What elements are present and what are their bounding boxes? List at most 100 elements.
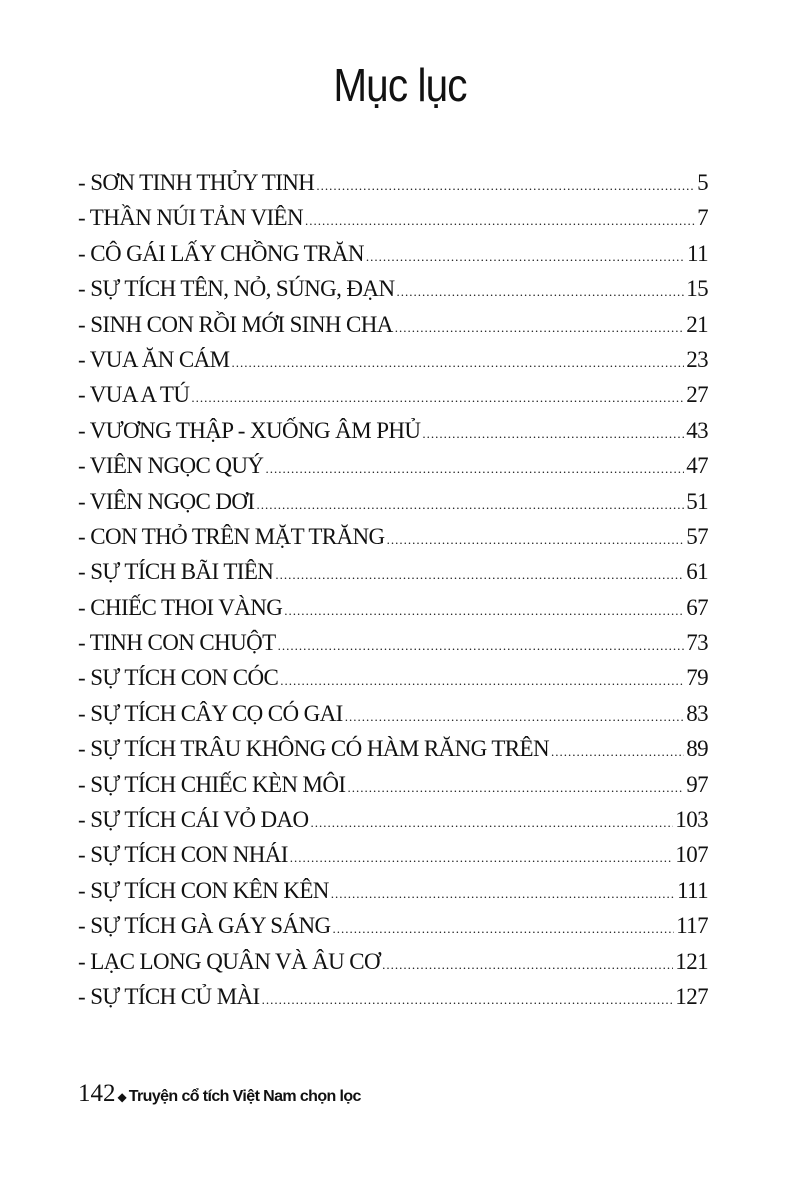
toc-entry-title: - SỰ TÍCH GÀ GÁY SÁNG	[78, 913, 331, 939]
dot-leader	[366, 249, 685, 265]
toc-entry-title: - LẠC LONG QUÂN VÀ ÂU CƠ	[78, 948, 381, 974]
toc-entry-page: 107	[675, 842, 708, 868]
toc-entry: - SINH CON RỒI MỚI SINH CHA 21	[78, 311, 709, 347]
dot-leader	[231, 355, 684, 371]
dot-leader	[280, 673, 684, 689]
toc-entry-title: - SỰ TÍCH BÃI TIÊN	[78, 559, 274, 585]
toc-entry-page: 89	[686, 736, 708, 762]
toc-entry: - CON THỎ TRÊN MẶT TRĂNG 57	[78, 523, 709, 559]
toc-entry-title: - CON THỎ TRÊN MẶT TRĂNG	[78, 523, 385, 549]
toc-entry-title: - SỰ TÍCH CÂY CỌ CÓ GAI	[78, 700, 343, 726]
dot-leader	[191, 390, 684, 406]
toc-entry: - SỰ TÍCH CON CÓC 79	[78, 665, 709, 700]
toc-entry: - SỰ TÍCH CON NHÁI 107	[78, 842, 709, 877]
dot-leader	[347, 780, 684, 796]
toc-entry: - SỰ TÍCH CÁI VỎ DAO 103	[78, 807, 709, 842]
toc-entry-page: 27	[686, 382, 708, 408]
dot-leader	[278, 638, 685, 654]
toc-entry-title: - TINH CON CHUỘT	[78, 630, 276, 656]
toc-entry-title: - SỰ TÍCH CON CÓC	[78, 665, 279, 691]
toc-entry-title: - SỰ TÍCH CHIẾC KÈN MÔI	[78, 771, 346, 797]
toc-entry: - LẠC LONG QUÂN VÀ ÂU CƠ 121	[78, 948, 709, 984]
toc-entry-title: - SỰ TÍCH TÊN, NỎ, SÚNG, ĐẠN	[78, 276, 395, 302]
toc-entry-title: - VIÊN NGỌC QUÝ	[78, 453, 264, 479]
table-of-contents: - SƠN TINH THỦY TINH 5 - THẦN NÚI TẢN VIÊN…	[78, 170, 709, 1019]
toc-entry: - SỰ TÍCH CÂY CỌ CÓ GAI 83	[78, 700, 709, 736]
dot-leader	[382, 957, 673, 973]
toc-entry-title: - VƯƠNG THẬP - XUỐNG ÂM PHỦ	[78, 417, 421, 443]
toc-entry: - CÔ GÁI LẤY CHỒNG TRĂN 11	[78, 240, 709, 276]
toc-entry-title: - CHIẾC THOI VÀNG	[78, 594, 283, 620]
toc-entry-page: 97	[686, 771, 708, 797]
toc-entry-title: - VIÊN NGỌC DƠI	[78, 488, 255, 514]
toc-entry-page: 121	[675, 948, 708, 974]
page-title: Mục lục	[333, 59, 467, 111]
toc-entry-title: - SƠN TINH THỦY TINH	[78, 170, 315, 195]
toc-entry: - SỰ TÍCH CHIẾC KÈN MÔI 97	[78, 771, 709, 807]
toc-entry-page: 15	[686, 276, 708, 302]
toc-entry-page: 11	[687, 240, 709, 266]
toc-entry-page: 111	[677, 877, 709, 903]
dot-leader	[331, 886, 675, 902]
dot-leader	[275, 567, 684, 583]
dot-leader	[290, 850, 674, 866]
page-number: 142	[78, 1080, 116, 1107]
toc-entry-title: - SỰ TÍCH CON KÊN KÊN	[78, 877, 329, 903]
toc-entry-page: 127	[675, 983, 708, 1009]
dot-leader	[311, 815, 674, 831]
diamond-icon: ◆	[117, 1090, 127, 1104]
toc-entry: - CHIẾC THOI VÀNG 67	[78, 594, 709, 630]
dot-leader	[316, 178, 695, 194]
toc-entry-title: - SỰ TÍCH CÁI VỎ DAO	[78, 807, 309, 833]
toc-entry-page: 73	[686, 630, 708, 656]
toc-entry-title: - CÔ GÁI LẤY CHỒNG TRĂN	[78, 240, 364, 266]
toc-entry: - TINH CON CHUỘT 73	[78, 630, 709, 665]
toc-entry-page: 23	[686, 346, 708, 372]
toc-entry: - SỰ TÍCH CỦ MÀI 127	[78, 983, 709, 1019]
toc-entry: - SỰ TÍCH TRÂU KHÔNG CÓ HÀM RĂNG TRÊN 89	[78, 736, 709, 771]
toc-entry: - SỰ TÍCH BÃI TIÊN 61	[78, 559, 709, 594]
toc-entry: - VIÊN NGỌC QUÝ 47	[78, 453, 709, 488]
dot-leader	[256, 497, 684, 513]
toc-entry-title: - SỰ TÍCH CỦ MÀI	[78, 983, 260, 1009]
toc-entry: - VƯƠNG THẬP - XUỐNG ÂM PHỦ 43	[78, 417, 709, 453]
toc-entry-page: 21	[686, 311, 708, 337]
toc-entry-page: 51	[686, 488, 708, 514]
toc-entry: - VIÊN NGỌC DƠI 51	[78, 488, 709, 524]
toc-entry-page: 5	[697, 170, 709, 195]
toc-entry: - SỰ TÍCH CON KÊN KÊN 111	[78, 877, 709, 913]
toc-entry-page: 57	[686, 523, 708, 549]
dot-leader	[387, 532, 685, 548]
toc-entry-page: 79	[686, 665, 708, 691]
toc-entry: - SỰ TÍCH TÊN, NỎ, SÚNG, ĐẠN 15	[78, 276, 709, 311]
dot-leader	[333, 921, 675, 937]
dot-leader	[305, 213, 695, 229]
toc-entry: - VUA ĂN CÁM 23	[78, 346, 709, 382]
toc-entry-page: 47	[686, 453, 708, 479]
toc-entry-page: 61	[686, 559, 708, 585]
dot-leader	[422, 426, 684, 442]
toc-entry-title: - THẦN NÚI TẢN VIÊN	[78, 205, 304, 231]
dot-leader	[551, 744, 684, 760]
page-footer: 142 ◆ Truyện cổ tích Việt Nam chọn lọc	[78, 1080, 361, 1108]
dot-leader	[396, 284, 684, 300]
dot-leader	[262, 992, 674, 1008]
toc-entry-title: - SỰ TÍCH TRÂU KHÔNG CÓ HÀM RĂNG TRÊN	[78, 736, 550, 762]
toc-entry-page: 67	[686, 594, 708, 620]
toc-entry-page: 117	[676, 913, 708, 939]
toc-entry-title: - SINH CON RỒI MỚI SINH CHA	[78, 311, 393, 337]
dot-leader	[345, 709, 684, 725]
dot-leader	[265, 461, 684, 477]
toc-entry: - SƠN TINH THỦY TINH 5	[78, 170, 709, 205]
toc-entry-page: 83	[686, 700, 708, 726]
toc-entry: - VUA A TÚ 27	[78, 382, 709, 417]
toc-entry: - THẦN NÚI TẢN VIÊN 7	[78, 205, 709, 240]
dot-leader	[284, 603, 684, 619]
toc-entry-page: 103	[675, 807, 708, 833]
toc-entry-page: 43	[686, 417, 708, 443]
toc-entry: - SỰ TÍCH GÀ GÁY SÁNG 117	[78, 913, 709, 948]
toc-entry-page: 7	[697, 205, 709, 231]
book-title: Truyện cổ tích Việt Nam chọn lọc	[128, 1088, 362, 1105]
dot-leader	[395, 320, 684, 336]
toc-entry-title: - SỰ TÍCH CON NHÁI	[78, 842, 288, 868]
